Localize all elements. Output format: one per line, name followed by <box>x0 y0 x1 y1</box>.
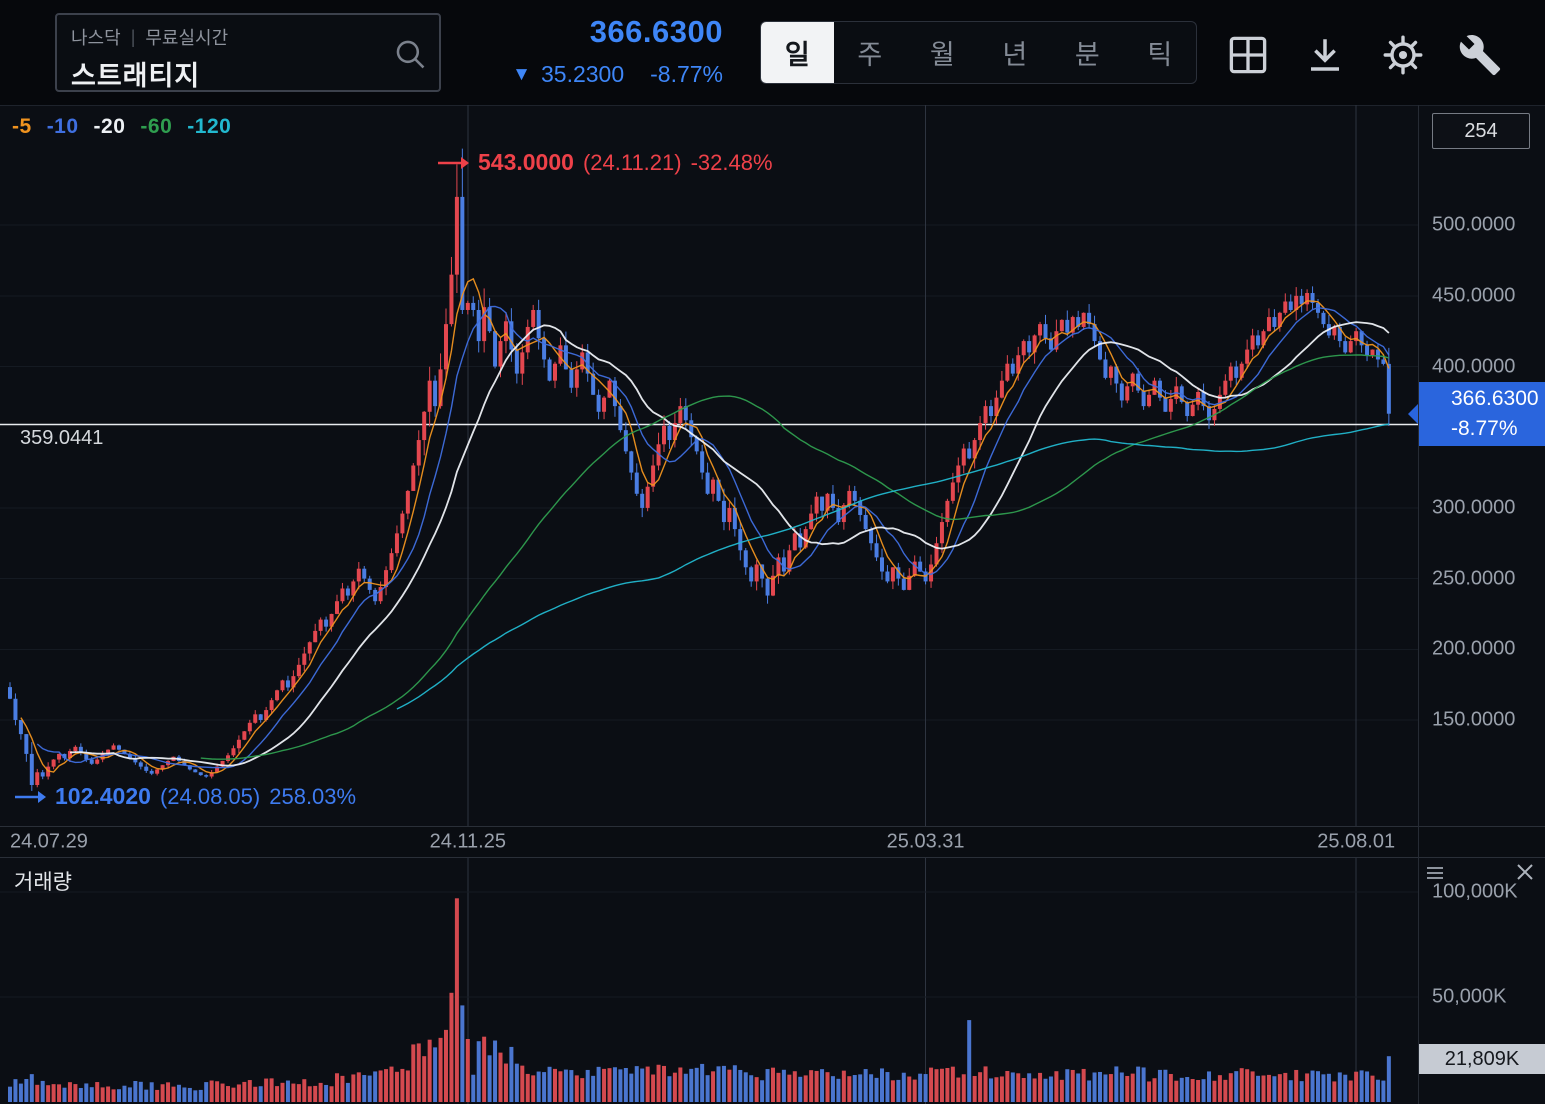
meta-divider: | <box>130 26 136 47</box>
feed-label: 무료실시간 <box>145 28 229 48</box>
ma-legend-item-60: -60 <box>140 115 173 138</box>
price-tick-label: 500.0000 <box>1432 213 1516 236</box>
high-date: (24.11.21) <box>582 149 682 175</box>
current-price-badge: 366.6300 -8.77% <box>1419 381 1545 446</box>
price-block: 366.6300 ▼ 35.2300 -8.77% <box>455 14 723 88</box>
tab-week[interactable]: 주 <box>857 40 883 70</box>
tab-year[interactable]: 년 <box>1002 40 1028 70</box>
header-icons <box>1224 27 1504 83</box>
badge-price: 366.6300 <box>1451 387 1539 411</box>
price-tick-label: 250.0000 <box>1432 567 1516 590</box>
price-tick-label: 400.0000 <box>1432 355 1516 378</box>
symbol-meta: 나스닥 | 무료실시간 <box>71 24 425 50</box>
volume-axis: 21,809K 100,000K 50,000K <box>1418 858 1545 1104</box>
tab-day[interactable]: 일 <box>761 22 834 83</box>
volume-title: 거래량 <box>14 871 72 894</box>
price-chart-canvas[interactable] <box>0 105 1418 826</box>
high-percent: -32.48% <box>690 149 773 175</box>
ma-legend: -5 -10 -20 -60 -120 <box>12 115 231 139</box>
ma-legend-item-5: -5 <box>12 115 32 138</box>
menu-icon[interactable] <box>1425 864 1445 887</box>
symbol-search[interactable]: 나스닥 | 무료실시간 스트래티지 <box>55 13 441 92</box>
badge-percent: -8.77% <box>1451 416 1518 440</box>
low-price: 102.4020 <box>55 783 151 809</box>
tab-month[interactable]: 월 <box>929 40 955 70</box>
change-row: ▼ 35.2300 -8.77% <box>455 61 723 88</box>
ma-legend-item-10: -10 <box>46 115 79 138</box>
low-date: (24.08.05) <box>159 783 261 809</box>
tab-tick[interactable]: 틱 <box>1147 40 1173 70</box>
time-tick-label: 25.03.31 <box>886 830 965 853</box>
low-percent: 258.03% <box>269 783 357 809</box>
volume-pane: 거래량 21,809K 100,000K 50,000K <box>0 858 1545 1104</box>
download-icon[interactable] <box>1301 30 1349 80</box>
volume-badge: 21,809K <box>1419 1044 1545 1074</box>
settings-gear-icon[interactable] <box>1379 30 1427 80</box>
visible-candle-count: 254 <box>1432 113 1530 149</box>
high-annotation: 543.0000 (24.11.21) -32.48% <box>437 149 773 176</box>
prev-close-label: 359.0441 <box>20 427 104 450</box>
price-chart-pane: -5 -10 -20 -60 -120 543.0000 (24.11.21) -32.… <box>0 105 1545 826</box>
change-value: 35.2300 <box>540 61 625 87</box>
price-tick-label: 450.0000 <box>1432 284 1516 307</box>
layout-grid-icon[interactable] <box>1224 30 1272 80</box>
price-axis: 366.6300 -8.77% 500.0000 450.0000 400.0000… <box>1418 105 1545 826</box>
volume-chart-canvas[interactable] <box>0 858 1418 1104</box>
axis-border <box>1418 105 1419 1104</box>
close-icon[interactable] <box>1515 862 1535 887</box>
period-tabs: 일 주 월 년 분 틱 <box>760 21 1197 84</box>
volume-tick-label: 100,000K <box>1432 880 1518 903</box>
time-tick-label: 24.11.25 <box>429 830 506 853</box>
search-icon[interactable] <box>393 37 427 76</box>
high-price: 543.0000 <box>478 149 574 175</box>
time-tick-label: 25.08.01 <box>1317 830 1396 853</box>
tools-wrench-icon[interactable] <box>1456 30 1504 80</box>
tab-minute[interactable]: 분 <box>1074 40 1100 70</box>
low-annotation: 102.4020 (24.08.05) 258.03% <box>14 783 356 810</box>
change-percent: -8.77% <box>650 61 723 87</box>
last-price: 366.6300 <box>589 14 723 49</box>
market-label: 나스닥 <box>71 28 121 48</box>
time-axis[interactable]: 24.07.29 24.11.25 25.03.31 25.08.01 <box>0 826 1545 858</box>
price-tick-label: 200.0000 <box>1432 637 1516 660</box>
symbol-name: 스트래티지 <box>71 61 201 91</box>
header: 나스닥 | 무료실시간 스트래티지 366.6300 ▼ 35.2300 -8.… <box>0 0 1545 106</box>
price-tick-label: 300.0000 <box>1432 496 1516 519</box>
time-tick-label: 24.07.29 <box>10 830 88 853</box>
down-arrow-icon: ▼ <box>512 63 531 85</box>
ma-legend-item-120: -120 <box>187 115 232 138</box>
ma-legend-item-20: -20 <box>93 115 126 138</box>
volume-tick-label: 50,000K <box>1432 985 1507 1008</box>
price-tick-label: 150.0000 <box>1432 708 1516 731</box>
